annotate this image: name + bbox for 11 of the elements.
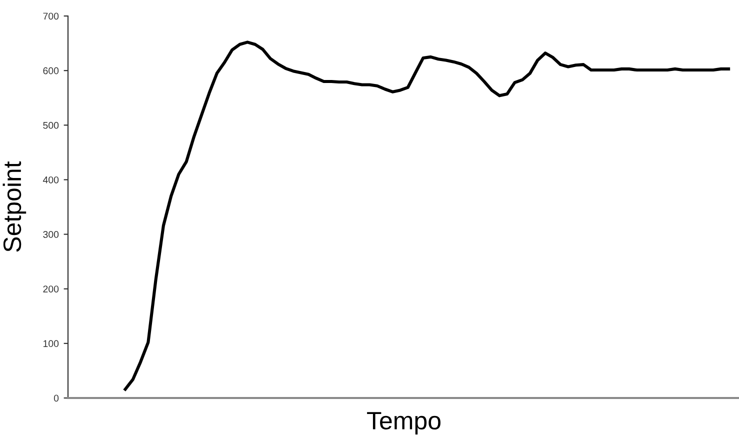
y-tick-label: 600 xyxy=(43,67,59,74)
y-tick-label: 400 xyxy=(42,176,59,184)
line-series xyxy=(124,40,730,391)
y-tick-label: 0 xyxy=(54,394,59,402)
y-tick-label: 700 xyxy=(43,12,59,20)
y-tick-label: 500 xyxy=(43,122,59,129)
y-tick-label: 300 xyxy=(43,231,59,238)
y-tick-label: 200 xyxy=(43,286,59,292)
y-tick-label: 100 xyxy=(43,340,59,348)
y-axis-title: Setpoint xyxy=(2,161,26,252)
x-axis-title: Tempo xyxy=(367,412,440,434)
